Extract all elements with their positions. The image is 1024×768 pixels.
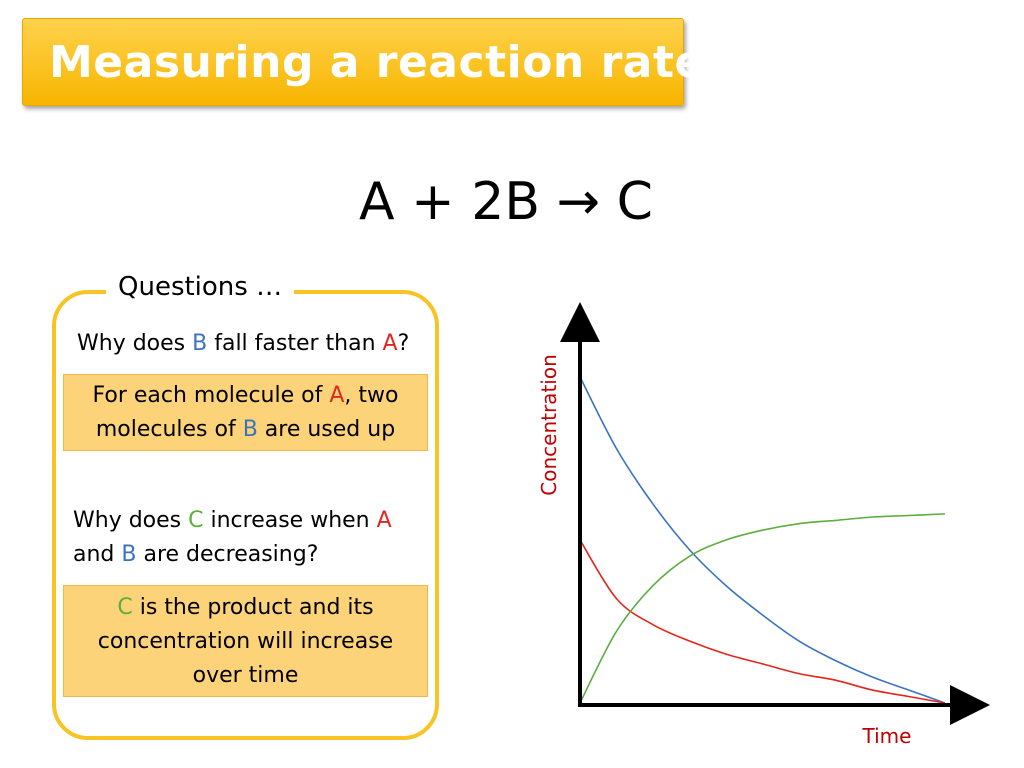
answer-1: For each molecule of A, two molecules of… [63,374,428,451]
question-2: Why does C increase when A and B are dec… [73,508,392,567]
slide-title: Measuring a reaction rate [49,36,705,88]
question-1: Why does B fall faster than A? [77,331,410,356]
species-c: C [117,595,133,620]
species-b: B [242,417,258,442]
species-c: C [188,508,204,533]
species-b: B [121,542,137,567]
questions-heading: Questions … [106,272,295,302]
species-a: A [382,331,398,356]
series-layer [579,376,946,704]
species-b: B [192,331,208,356]
y-axis-label: Concentration [537,354,561,495]
reaction-equation: A + 2B → C [359,172,653,232]
concentration-time-chart: Concentration Time [537,302,990,748]
series-line-b [579,376,946,704]
series-line-a [579,539,946,704]
species-a: A [376,508,392,533]
answer-2: C is the product and its concentration w… [63,585,428,697]
series-line-c [579,513,946,704]
title-banner: Measuring a reaction rate [22,18,704,106]
x-axis-label: Time [862,724,912,748]
species-a: A [329,383,345,408]
